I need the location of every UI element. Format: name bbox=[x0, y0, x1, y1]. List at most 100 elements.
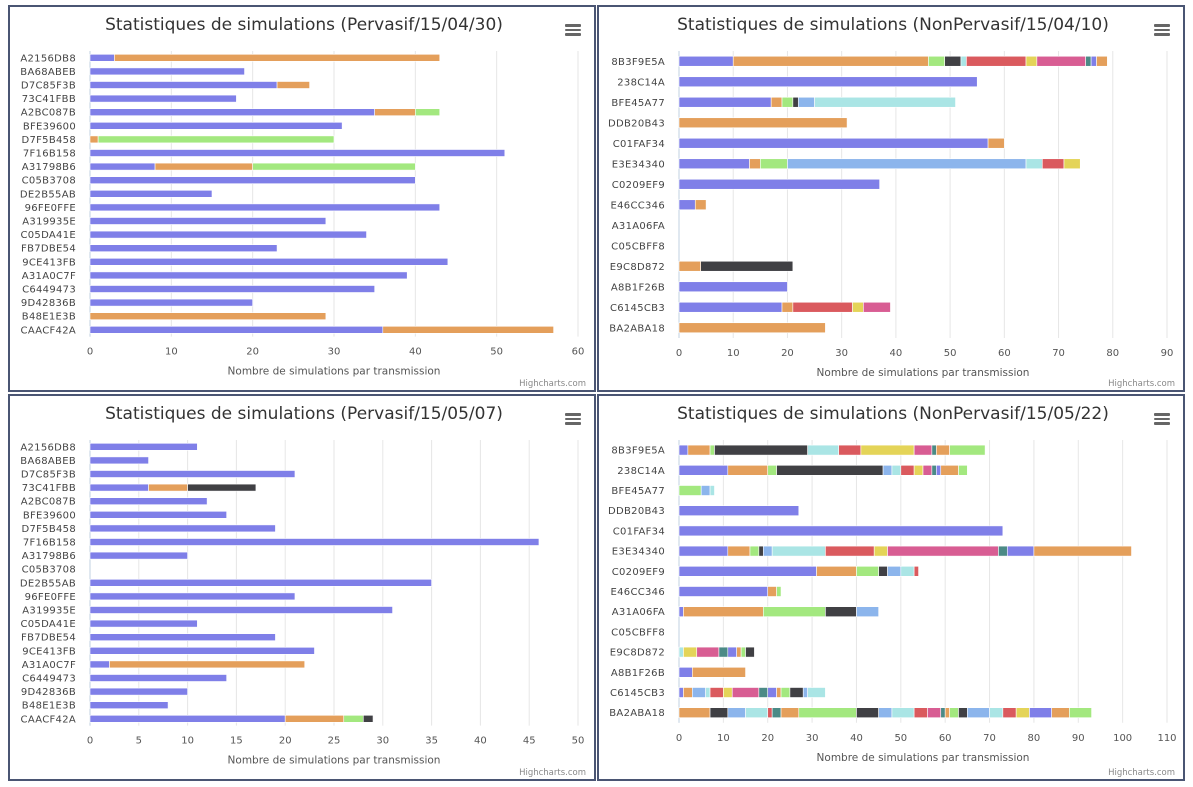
category-label: 238C14A bbox=[617, 466, 665, 477]
bar-segment bbox=[1025, 55, 1038, 67]
bar-segment bbox=[787, 158, 1027, 170]
bar-segment bbox=[89, 285, 375, 293]
category-label: E9C8D872 bbox=[610, 648, 665, 659]
bar-segment bbox=[958, 465, 968, 476]
x-tick-label: 70 bbox=[983, 733, 996, 744]
bar-segment bbox=[89, 470, 296, 478]
bar-segment bbox=[678, 566, 817, 577]
category-label: BFE39600 bbox=[23, 121, 76, 132]
category-label: E3E34340 bbox=[612, 159, 665, 170]
bar-segment bbox=[776, 687, 782, 698]
category-label: BA2ABA18 bbox=[609, 708, 665, 719]
bar-segment bbox=[900, 566, 915, 577]
bar-segment bbox=[771, 707, 782, 719]
category-label: A31A06FA bbox=[612, 607, 665, 618]
bar-segment bbox=[678, 301, 783, 313]
menu-icon[interactable] bbox=[565, 411, 581, 425]
bar-segment bbox=[382, 325, 554, 334]
bar-segment bbox=[694, 199, 707, 211]
bar-segment bbox=[936, 465, 942, 476]
category-label: A2156DB8 bbox=[20, 442, 76, 453]
x-tick-label: 10 bbox=[181, 736, 194, 747]
x-tick-label: 20 bbox=[246, 347, 259, 358]
bar-segment bbox=[89, 483, 149, 492]
bar-segment bbox=[89, 149, 506, 157]
bar-segment bbox=[863, 301, 891, 313]
bar-segment bbox=[967, 707, 990, 719]
x-tick-label: 80 bbox=[1106, 348, 1119, 359]
bar-segment bbox=[709, 707, 729, 719]
bar-segment bbox=[1015, 707, 1030, 719]
category-label: BFE39600 bbox=[23, 510, 76, 521]
bar-segment bbox=[683, 687, 693, 698]
category-label: FB7DBE54 bbox=[21, 244, 76, 255]
bar-segment bbox=[89, 456, 149, 465]
x-tick-label: 0 bbox=[87, 736, 93, 747]
x-tick-label: 100 bbox=[1113, 733, 1132, 744]
bar-segment bbox=[89, 94, 237, 103]
category-label: BA68ABEB bbox=[20, 456, 76, 467]
menu-icon[interactable] bbox=[1154, 411, 1170, 425]
bar-segment bbox=[1006, 545, 1035, 557]
x-tick-label: 15 bbox=[230, 736, 243, 747]
category-label: A8B1F26B bbox=[611, 668, 665, 679]
x-tick-label: 0 bbox=[676, 733, 682, 744]
bar-segment bbox=[1002, 707, 1017, 719]
category-label: C05B3708 bbox=[22, 176, 76, 187]
bar-segment bbox=[89, 442, 198, 451]
category-label: 9CE413FB bbox=[22, 257, 76, 268]
category-label: BFE45A77 bbox=[611, 98, 665, 109]
category-label: C01FAF34 bbox=[613, 526, 665, 537]
x-tick-label: 60 bbox=[939, 733, 952, 744]
menu-icon[interactable] bbox=[565, 22, 581, 36]
bar-segment bbox=[731, 687, 760, 698]
bar-segment bbox=[931, 444, 937, 456]
category-label: 7F16B158 bbox=[23, 538, 76, 549]
category-label: A2BC087B bbox=[21, 108, 76, 119]
x-tick-label: 110 bbox=[1157, 733, 1176, 744]
category-label: CAACF42A bbox=[21, 714, 76, 725]
x-tick-label: 70 bbox=[1052, 348, 1065, 359]
bar-segment bbox=[922, 465, 933, 476]
bar-segment bbox=[931, 465, 937, 476]
bar-segment bbox=[1036, 55, 1086, 67]
bar-segment bbox=[776, 586, 782, 597]
bar-segment bbox=[770, 96, 783, 108]
category-label: E3E34340 bbox=[612, 547, 665, 558]
bar-segment bbox=[678, 444, 689, 456]
category-label: C6449473 bbox=[22, 285, 76, 296]
bar-segment bbox=[852, 301, 864, 313]
bar-segment bbox=[927, 707, 942, 719]
category-label: A2BC087B bbox=[21, 497, 76, 508]
bar-segment bbox=[678, 666, 693, 678]
x-tick-label: 30 bbox=[328, 347, 341, 358]
bar-segment bbox=[989, 707, 1004, 719]
chart-title: Statistiques de simulations (NonPervasif… bbox=[677, 404, 1109, 424]
category-label: C05CBFF8 bbox=[611, 241, 665, 252]
bar-segment bbox=[780, 687, 791, 698]
bar-segment bbox=[758, 687, 769, 698]
category-label: B48E1E3B bbox=[22, 701, 76, 712]
bar-segment bbox=[825, 606, 857, 617]
bar-segment bbox=[678, 178, 880, 190]
category-label: C01FAF34 bbox=[613, 139, 665, 150]
x-axis-label: Nombre de simulations par transmission bbox=[817, 367, 1030, 379]
bar-segment bbox=[949, 707, 959, 719]
bar-segment bbox=[1029, 707, 1052, 719]
bar-segment bbox=[678, 465, 729, 476]
x-tick-label: 0 bbox=[87, 347, 93, 358]
bar-segment bbox=[1069, 707, 1092, 719]
category-label: 96FE0FFE bbox=[25, 203, 76, 214]
x-tick-label: 90 bbox=[1072, 733, 1085, 744]
category-label: FB7DBE54 bbox=[21, 633, 76, 644]
chart-title: Statistiques de simulations (NonPervasif… bbox=[677, 15, 1109, 35]
menu-icon[interactable] bbox=[1154, 22, 1170, 36]
category-label: A31798B6 bbox=[22, 551, 76, 562]
category-label: DDB20B43 bbox=[608, 506, 665, 517]
bar-segment bbox=[276, 81, 310, 89]
bar-segment bbox=[940, 707, 946, 719]
bar-segment bbox=[700, 485, 711, 496]
bar-segment bbox=[89, 230, 367, 239]
bar-segment bbox=[678, 260, 701, 272]
category-label: BA2ABA18 bbox=[609, 323, 665, 334]
